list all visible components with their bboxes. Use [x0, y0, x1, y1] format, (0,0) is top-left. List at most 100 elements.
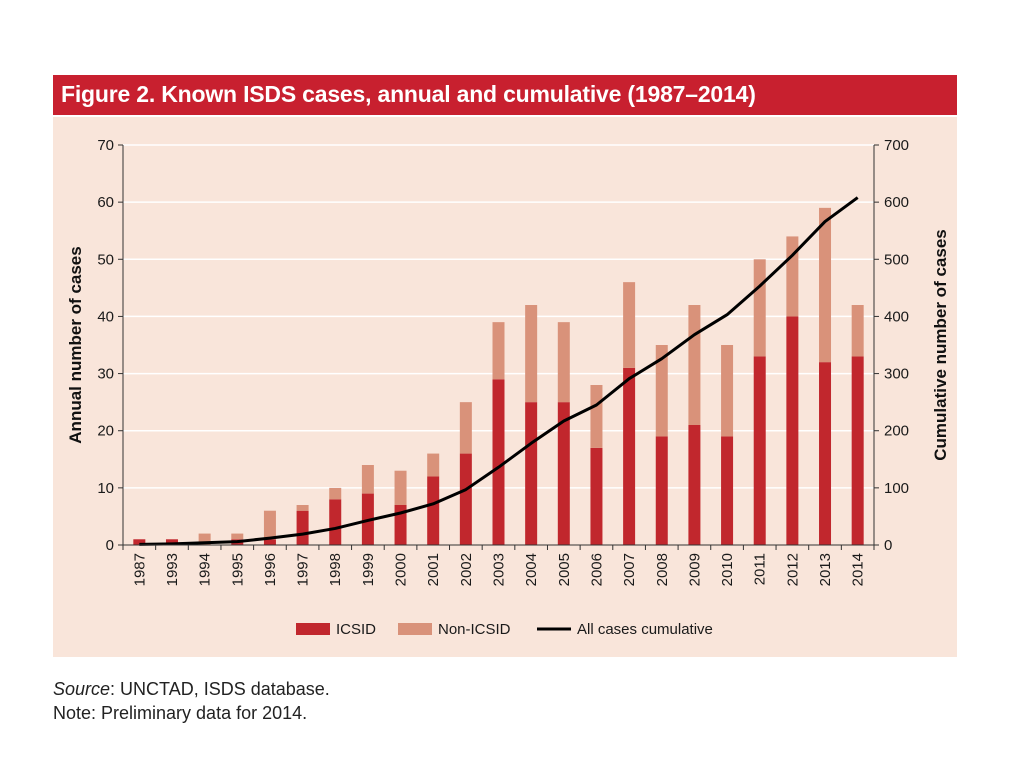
- line-layer: [139, 196, 859, 546]
- bar-non-icsid: [459, 402, 472, 454]
- bar-non-icsid: [525, 305, 538, 403]
- bar-non-icsid: [590, 385, 603, 448]
- bar-non-icsid: [361, 465, 374, 494]
- x-tick-label: 1994: [197, 553, 214, 586]
- x-tick-label: 2012: [784, 553, 801, 586]
- legend-non-icsid: Non-ICSID: [398, 621, 511, 638]
- y-tick-label-left: 50: [97, 251, 114, 268]
- bar-icsid: [655, 436, 668, 545]
- bar-non-icsid: [296, 505, 309, 511]
- y-tick-label-right: 600: [884, 194, 909, 211]
- figure-title: Figure 2. Known ISDS cases, annual and c…: [61, 81, 756, 107]
- x-tick-label: 1999: [360, 553, 377, 586]
- y-tick-label-left: 70: [97, 137, 114, 154]
- x-tick-label: 2010: [719, 553, 736, 586]
- source-text: : UNCTAD, ISDS database.: [110, 679, 330, 699]
- x-tick-label: 1987: [131, 553, 148, 586]
- bar-non-icsid: [557, 322, 570, 403]
- bar-non-icsid: [753, 259, 766, 357]
- bar-icsid: [133, 539, 146, 545]
- legend-icsid-swatch: [296, 623, 330, 635]
- x-tick-label: 1998: [327, 553, 344, 586]
- y-tick-label-left: 0: [106, 537, 114, 554]
- x-tick-label: 1993: [164, 553, 181, 586]
- source-line: Source: UNCTAD, ISDS database.: [53, 679, 330, 700]
- y-tick-label-right: 500: [884, 251, 909, 268]
- x-tick-label: 2008: [654, 553, 671, 586]
- legend-cumulative: All cases cumulative: [537, 621, 713, 638]
- y-tick-label-right: 700: [884, 137, 909, 154]
- y-tick-label-right: 400: [884, 308, 909, 325]
- bar-non-icsid: [492, 322, 505, 380]
- x-tick-label: 2006: [588, 553, 605, 586]
- y-tick-label-right: 200: [884, 423, 909, 440]
- bar-icsid: [557, 402, 570, 545]
- y-tick-label-left: 30: [97, 366, 114, 383]
- bar-icsid: [851, 356, 864, 545]
- y-axis-title-right: Cumulative number of cases: [931, 229, 950, 460]
- axes-layer: 0102030405060700100200300400500600700198…: [66, 137, 950, 586]
- x-tick-label: 2004: [523, 553, 540, 586]
- bar-non-icsid: [231, 533, 244, 540]
- note-line: Note: Preliminary data for 2014.: [53, 703, 308, 723]
- bar-non-icsid: [688, 305, 701, 425]
- y-tick-label-left: 60: [97, 194, 114, 211]
- bar-non-icsid: [819, 207, 832, 363]
- bar-non-icsid: [263, 510, 276, 540]
- bar-icsid: [590, 447, 603, 545]
- x-tick-label: 2007: [621, 553, 638, 586]
- source-label: Source: [53, 679, 111, 699]
- legend: ICSID Non-ICSID All cases cumulative: [296, 621, 713, 638]
- x-tick-label: 1995: [229, 553, 246, 586]
- legend-cumulative-label: All cases cumulative: [577, 621, 713, 638]
- cumulative-line: [139, 196, 859, 546]
- bar-non-icsid: [427, 453, 440, 477]
- x-tick-label: 2014: [850, 553, 867, 586]
- bar-icsid: [427, 476, 440, 545]
- bar-non-icsid: [394, 470, 407, 505]
- bar-non-icsid: [851, 305, 864, 357]
- bar-icsid: [492, 379, 505, 545]
- x-tick-label: 2002: [458, 553, 475, 586]
- y-tick-label-right: 100: [884, 480, 909, 497]
- x-tick-label: 2000: [393, 553, 410, 586]
- y-tick-label-right: 0: [884, 537, 892, 554]
- chart-svg: 0102030405060700100200300400500600700198…: [66, 137, 950, 638]
- bar-icsid: [525, 402, 538, 545]
- y-tick-label-left: 20: [97, 423, 114, 440]
- y-tick-label-left: 10: [97, 480, 114, 497]
- bar-non-icsid: [655, 345, 668, 437]
- bar-non-icsid: [786, 236, 799, 317]
- bar-icsid: [688, 425, 701, 545]
- x-tick-label: 2009: [686, 553, 703, 586]
- legend-non-icsid-label: Non-ICSID: [438, 621, 511, 638]
- bar-icsid: [819, 362, 832, 545]
- bar-icsid: [786, 316, 799, 545]
- x-tick-label: 2013: [817, 553, 834, 586]
- y-tick-label-left: 40: [97, 308, 114, 325]
- bar-icsid: [165, 539, 178, 545]
- bar-icsid: [459, 453, 472, 545]
- x-tick-label: 2003: [491, 553, 508, 586]
- bar-non-icsid: [721, 345, 734, 437]
- y-axis-title-left: Annual number of cases: [66, 246, 85, 443]
- x-tick-label: 2001: [425, 553, 442, 586]
- bar-icsid: [623, 367, 636, 545]
- bar-icsid: [263, 539, 276, 545]
- x-tick-label: 1996: [262, 553, 279, 586]
- x-tick-label: 1997: [295, 553, 312, 586]
- x-tick-label: 2005: [556, 553, 573, 586]
- figure-title-bar: Figure 2. Known ISDS cases, annual and c…: [53, 75, 957, 115]
- bar-non-icsid: [329, 487, 342, 500]
- bar-icsid: [296, 510, 309, 545]
- bar-non-icsid: [198, 533, 211, 545]
- bar-icsid: [329, 499, 342, 545]
- legend-non-icsid-swatch: [398, 623, 432, 635]
- legend-icsid: ICSID: [296, 621, 376, 638]
- bar-non-icsid: [623, 282, 636, 368]
- y-tick-label-right: 300: [884, 366, 909, 383]
- x-tick-label: 2011: [752, 553, 769, 585]
- bar-icsid: [753, 356, 766, 545]
- bar-icsid: [721, 436, 734, 545]
- chart-panel: 0 10 20 30 40 50 60 70 0 100 200 300 400 500 600 700 198…: [53, 117, 957, 657]
